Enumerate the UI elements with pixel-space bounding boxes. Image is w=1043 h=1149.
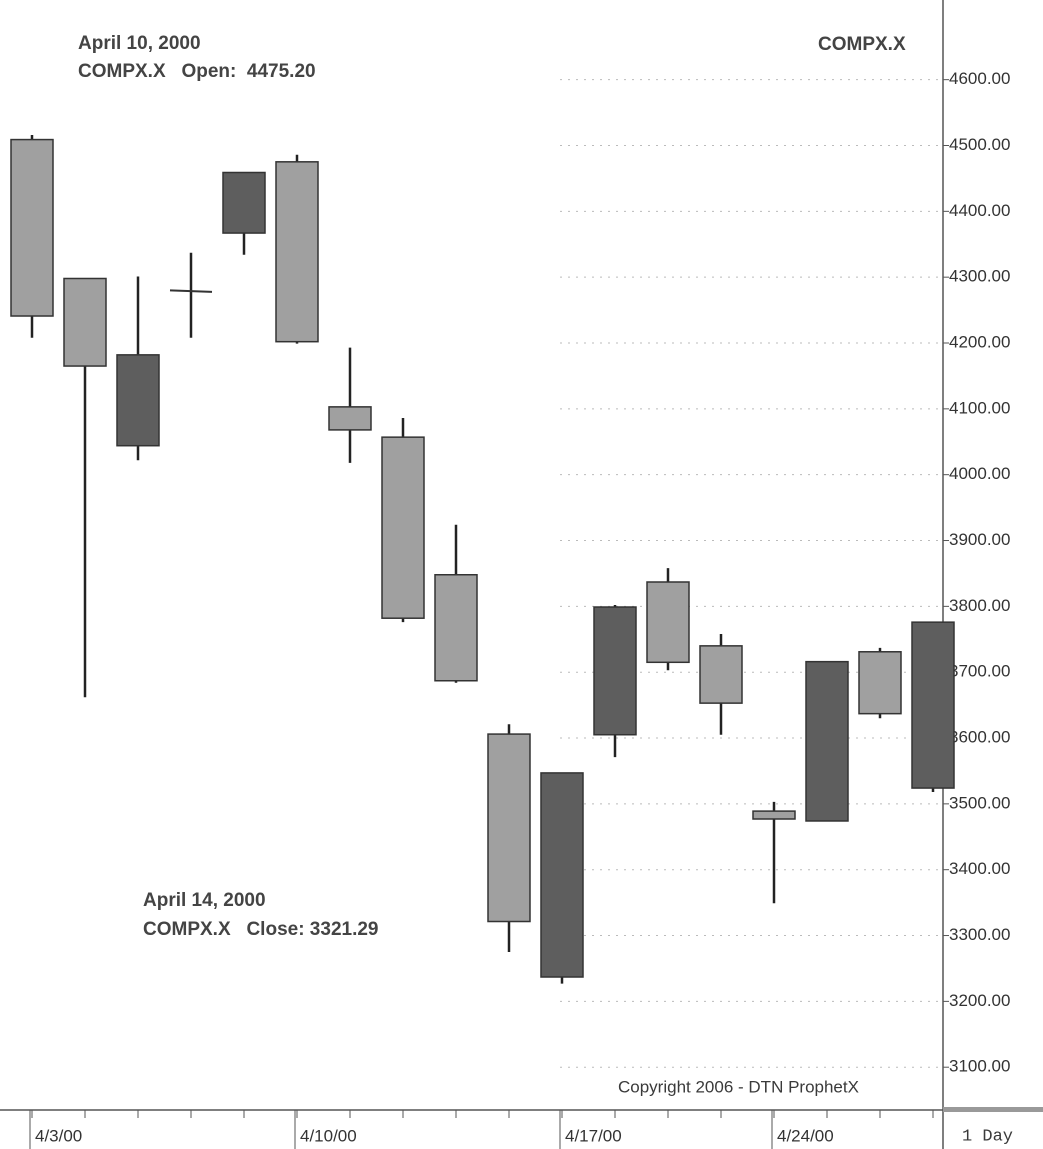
- y-tick-label: 3100.00: [949, 1057, 1010, 1076]
- body: [699, 645, 743, 704]
- body: [434, 574, 478, 682]
- y-tick-label: 4600.00: [949, 69, 1010, 88]
- body: [593, 606, 637, 736]
- y-tick-label: 3700.00: [949, 662, 1010, 681]
- x-tick-label: 4/17/00: [565, 1126, 622, 1145]
- body: [328, 406, 372, 431]
- body: [116, 354, 160, 447]
- y-tick-label: 3400.00: [949, 859, 1010, 878]
- body: [381, 436, 425, 619]
- y-tick-label: 4100.00: [949, 398, 1010, 417]
- y-tick-label: 4300.00: [949, 267, 1010, 286]
- body: [169, 289, 213, 293]
- interval-label: 1 Day: [962, 1127, 1013, 1146]
- body: [752, 810, 796, 820]
- y-tick-label: 3200.00: [949, 991, 1010, 1010]
- body: [540, 772, 584, 978]
- annotation: COMPX.X Close: 3321.29: [143, 919, 379, 940]
- y-tick-label: 4400.00: [949, 201, 1010, 220]
- body: [10, 138, 54, 317]
- copyright: Copyright 2006 - DTN ProphetX: [618, 1077, 859, 1096]
- x-tick-label: 4/3/00: [35, 1126, 82, 1145]
- annotation: April 14, 2000: [143, 890, 266, 911]
- x-tick-label: 4/24/00: [777, 1126, 834, 1145]
- y-tick-label: 4500.00: [949, 135, 1010, 154]
- y-tick-label: 3300.00: [949, 925, 1010, 944]
- chart-title: COMPX.X: [818, 34, 906, 55]
- body: [858, 651, 902, 715]
- annotation: COMPX.X Open: 4475.20: [78, 61, 316, 82]
- body: [805, 660, 849, 822]
- y-tick-label: 4200.00: [949, 332, 1010, 351]
- y-tick-label: 3900.00: [949, 530, 1010, 549]
- x-tick-label: 4/10/00: [300, 1126, 357, 1145]
- y-tick-label: 3500.00: [949, 793, 1010, 812]
- axis-strip: [943, 1107, 1043, 1112]
- body: [911, 621, 955, 789]
- annotation: April 10, 2000: [78, 33, 201, 54]
- y-tick-label: 3600.00: [949, 728, 1010, 747]
- body: [646, 581, 690, 664]
- y-tick-label: 4000.00: [949, 464, 1010, 483]
- body: [63, 277, 107, 367]
- body: [275, 161, 319, 343]
- body: [487, 733, 531, 923]
- y-tick-label: 3800.00: [949, 596, 1010, 615]
- body: [222, 171, 266, 234]
